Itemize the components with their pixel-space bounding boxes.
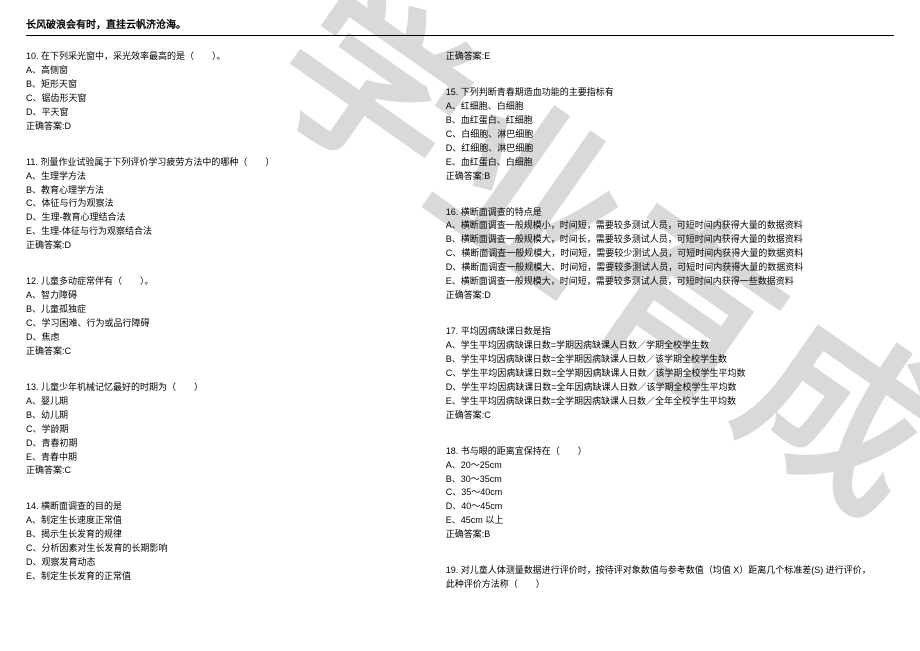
question-option: D、生理-教育心理结合法 bbox=[26, 211, 416, 225]
question-option: B、30～35cm bbox=[446, 473, 894, 487]
page-content: 长风破浪会有时，直挂云帆济沧海。 10. 在下列采光窗中，采光效率最高的是（ ）… bbox=[0, 0, 920, 614]
question-option: E、制定生长发育的正常值 bbox=[26, 570, 416, 584]
question-block: 12. 儿童多动症常伴有（ ）。A、智力障碍B、儿童孤独症C、学习困难、行为或品… bbox=[26, 275, 416, 359]
question-stem: 12. 儿童多动症常伴有（ ）。 bbox=[26, 275, 416, 289]
question-option: B、横断面调查一般规模大，时间长，需要较多测试人员，可短时间内获得大量的数据资料 bbox=[446, 233, 894, 247]
question-option: A、制定生长速度正常值 bbox=[26, 514, 416, 528]
left-column: 10. 在下列采光窗中，采光效率最高的是（ ）。A、高侧窗B、矩形天窗C、锯齿形… bbox=[26, 50, 416, 614]
question-stem: 18. 书与眼的距离宜保持在（ ） bbox=[446, 445, 894, 459]
question-block: 15. 下列判断青春期造血功能的主要指标有A、红细胞、白细胞B、血红蛋白、红细胞… bbox=[446, 86, 894, 184]
question-option: C、体征与行为观察法 bbox=[26, 197, 416, 211]
question-option: E、学生平均因病缺课日数=全学期因病缺课人日数／全年全校学生平均数 bbox=[446, 395, 894, 409]
question-option: E、生理-体征与行为观察结合法 bbox=[26, 225, 416, 239]
question-option: E、横断面调查一般规模大，时间短，需要较多测试人员，可短时间内获得一些数据资料 bbox=[446, 275, 894, 289]
question-option: C、35～40cm bbox=[446, 486, 894, 500]
question-option: E、血红蛋白、白细胞 bbox=[446, 156, 894, 170]
question-answer: 正确答案:D bbox=[26, 120, 416, 134]
question-option: D、横断面调查一般规模大、时间短，需要较多测试人员，可短时间内获得大量的数据资料 bbox=[446, 261, 894, 275]
question-answer: 正确答案:C bbox=[26, 464, 416, 478]
question-option: B、血红蛋白、红细胞 bbox=[446, 114, 894, 128]
question-option: C、学龄期 bbox=[26, 423, 416, 437]
question-option: A、高侧窗 bbox=[26, 64, 416, 78]
page-header: 长风破浪会有时，直挂云帆济沧海。 bbox=[26, 16, 894, 36]
question-option: B、幼儿期 bbox=[26, 409, 416, 423]
question-block: 10. 在下列采光窗中，采光效率最高的是（ ）。A、高侧窗B、矩形天窗C、锯齿形… bbox=[26, 50, 416, 134]
question-option: D、焦虑 bbox=[26, 331, 416, 345]
question-option: D、学生平均因病缺课日数=全年因病缺课人日数／该学期全校学生平均数 bbox=[446, 381, 894, 395]
columns-container: 10. 在下列采光窗中，采光效率最高的是（ ）。A、高侧窗B、矩形天窗C、锯齿形… bbox=[26, 50, 894, 614]
question-answer: 正确答案:D bbox=[446, 289, 894, 303]
question-stem: 13. 儿童少年机械记忆最好的时期为（ ） bbox=[26, 381, 416, 395]
question-option: A、学生平均因病缺课日数=学期因病缺课人日数／学期全校学生数 bbox=[446, 339, 894, 353]
question-stem: 15. 下列判断青春期造血功能的主要指标有 bbox=[446, 86, 894, 100]
question-block: 17. 平均因病缺课日数是指A、学生平均因病缺课日数=学期因病缺课人日数／学期全… bbox=[446, 325, 894, 423]
question-option: D、40～45cm bbox=[446, 500, 894, 514]
question-option: A、红细胞、白细胞 bbox=[446, 100, 894, 114]
question-option: D、平天窗 bbox=[26, 106, 416, 120]
question-answer: 正确答案:E bbox=[446, 50, 894, 64]
question-stem: 10. 在下列采光窗中，采光效率最高的是（ ）。 bbox=[26, 50, 416, 64]
question-answer: 正确答案:C bbox=[26, 345, 416, 359]
question-block: 18. 书与眼的距离宜保持在（ ）A、20～25cmB、30～35cmC、35～… bbox=[446, 445, 894, 543]
question-option: E、青春中期 bbox=[26, 451, 416, 465]
question-stem: 16. 横断面调查的特点是 bbox=[446, 206, 894, 220]
question-stem: 19. 对儿童人体测量数据进行评价时，按待评对象数值与参考数值（均值 X）距离几… bbox=[446, 564, 894, 578]
question-option: B、儿童孤独症 bbox=[26, 303, 416, 317]
question-option: C、学生平均因病缺课日数=全学期因病缺课人日数／该学期全校学生平均数 bbox=[446, 367, 894, 381]
question-option: D、观察发育动态 bbox=[26, 556, 416, 570]
question-option: A、横断面调查一般规模小，时间短，需要较多测试人员，可短时间内获得大量的数据资料 bbox=[446, 219, 894, 233]
question-block: 16. 横断面调查的特点是A、横断面调查一般规模小，时间短，需要较多测试人员，可… bbox=[446, 206, 894, 304]
question-stem: 17. 平均因病缺课日数是指 bbox=[446, 325, 894, 339]
question-block: 13. 儿童少年机械记忆最好的时期为（ ）A、婴儿期B、幼儿期C、学龄期D、青春… bbox=[26, 381, 416, 479]
right-column: 正确答案:E 15. 下列判断青春期造血功能的主要指标有A、红细胞、白细胞B、血红… bbox=[446, 50, 894, 614]
question-option: C、锯齿形天窗 bbox=[26, 92, 416, 106]
question-option: D、红细胞、淋巴细胞 bbox=[446, 142, 894, 156]
question-option: B、学生平均因病缺课日数=全学期因病缺课人日数／该学期全校学生数 bbox=[446, 353, 894, 367]
question-stem-cont: 此种评价方法称（ ） bbox=[446, 578, 894, 592]
question-stem: 11. 剂量作业试验属于下列评价学习疲劳方法中的哪种（ ） bbox=[26, 156, 416, 170]
question-option: A、婴儿期 bbox=[26, 395, 416, 409]
question-option: D、青春初期 bbox=[26, 437, 416, 451]
question-answer: 正确答案:B bbox=[446, 528, 894, 542]
question-option: E、45cm 以上 bbox=[446, 514, 894, 528]
question-option: A、智力障碍 bbox=[26, 289, 416, 303]
question-answer: 正确答案:D bbox=[26, 239, 416, 253]
question-block: 11. 剂量作业试验属于下列评价学习疲劳方法中的哪种（ ）A、生理学方法B、教育… bbox=[26, 156, 416, 254]
question-answer: 正确答案:C bbox=[446, 409, 894, 423]
question-option: B、教育心理学方法 bbox=[26, 184, 416, 198]
question-stem: 14. 横断面调查的目的是 bbox=[26, 500, 416, 514]
question-option: B、揭示生长发育的规律 bbox=[26, 528, 416, 542]
question-block: 正确答案:E bbox=[446, 50, 894, 64]
question-option: A、生理学方法 bbox=[26, 170, 416, 184]
question-option: C、白细胞、淋巴细胞 bbox=[446, 128, 894, 142]
question-option: A、20～25cm bbox=[446, 459, 894, 473]
question-option: C、分析因素对生长发育的长期影响 bbox=[26, 542, 416, 556]
question-block: 14. 横断面调查的目的是A、制定生长速度正常值B、揭示生长发育的规律C、分析因… bbox=[26, 500, 416, 584]
question-option: B、矩形天窗 bbox=[26, 78, 416, 92]
question-option: C、横断面调查一般规模大，时间短，需要较少测试人员，可短时间内获得大量的数据资料 bbox=[446, 247, 894, 261]
question-answer: 正确答案:B bbox=[446, 170, 894, 184]
question-option: C、学习困难、行为或品行障碍 bbox=[26, 317, 416, 331]
question-block: 19. 对儿童人体测量数据进行评价时，按待评对象数值与参考数值（均值 X）距离几… bbox=[446, 564, 894, 592]
